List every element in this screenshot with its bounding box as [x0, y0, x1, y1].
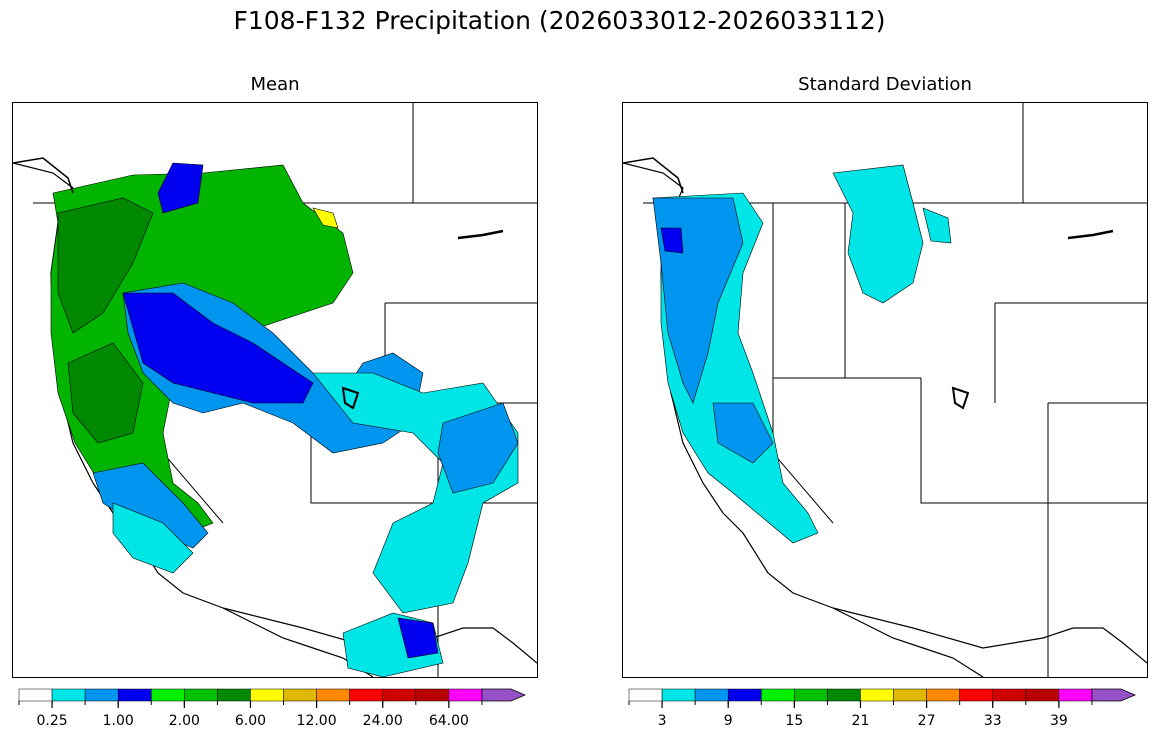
puget-sound	[13, 157, 74, 194]
colorbar-swatch	[283, 688, 317, 702]
stddev-colorbar: 3 9 15 21 27 33 39	[628, 688, 1137, 729]
mean-map	[12, 102, 538, 678]
colorbar-swatch	[250, 688, 284, 702]
colorbar-swatch	[448, 688, 483, 702]
colorbar-swatch	[1025, 688, 1060, 702]
stddev-map	[622, 102, 1148, 678]
deep-blue-core	[122, 292, 314, 404]
colorbar-swatch	[694, 688, 729, 702]
socal-cyan-region	[112, 502, 194, 574]
stddev-panel-title: Standard Deviation	[798, 74, 972, 95]
mexico-border	[832, 607, 1147, 664]
mean-colorbar-swatches	[18, 688, 527, 702]
colorbar-swatch	[117, 688, 152, 702]
colorbar-swatch	[349, 688, 383, 702]
colorbar-swatch	[727, 688, 762, 702]
sierra-blue-region	[92, 462, 209, 549]
colorbar-swatch	[827, 688, 861, 702]
northern-cyan-region	[832, 164, 924, 304]
stddev-colorbar-swatches	[628, 688, 1137, 702]
colorbar-swatch	[382, 688, 417, 702]
colorbar-swatch	[761, 688, 795, 702]
colorbar-tick-label: 9	[724, 713, 733, 729]
colorbar-swatch	[794, 688, 828, 702]
colorbar-swatch	[18, 688, 53, 702]
colorbar-swatch	[959, 688, 993, 702]
colorbar-tick-label: 21	[852, 713, 870, 729]
colorbar-tick-label: 1.00	[103, 713, 134, 729]
colorbar-tick-label: 0.25	[36, 713, 67, 729]
colorbar-tick-label: 3	[658, 713, 667, 729]
great-salt-lake	[341, 386, 360, 410]
colorbar-extend-arrow	[481, 688, 527, 702]
pnw-dark-green-region	[57, 197, 154, 334]
nm-blue-spot	[397, 617, 439, 659]
figure-title: F108-F132 Precipitation (2026033012-2026…	[233, 6, 886, 35]
colorbar-swatch	[217, 688, 251, 702]
colorado-blue-spots	[437, 402, 519, 494]
puget-sound	[623, 157, 684, 194]
idaho-cyan-spot	[922, 207, 952, 244]
ca-blue-spot	[712, 402, 774, 464]
puget-deep-blue	[660, 227, 684, 254]
colorbar-swatch	[316, 688, 350, 702]
mean-colorbar-ticks: 0.25 1.00 2.00 6.00 12.00 24.00 64.00	[18, 701, 483, 729]
colorbar-tick-label: 6.00	[235, 713, 266, 729]
mexico-border	[222, 607, 537, 664]
colorbar-tick-label: 39	[1050, 713, 1068, 729]
colorbar-swatch	[151, 688, 185, 702]
colorbar-tick-label: 33	[984, 713, 1002, 729]
stddev-colorbar-ticks: 3 9 15 21 27 33 39	[628, 701, 1093, 729]
hudson-bay-line	[457, 229, 504, 240]
hudson-bay-line	[1067, 229, 1114, 240]
colorbar-tick-label: 24.00	[363, 713, 403, 729]
ne-blue-spot	[157, 162, 204, 214]
mean-map-svg	[13, 103, 537, 677]
colorbar-tick-label: 27	[918, 713, 936, 729]
colorbar-swatch	[926, 688, 960, 702]
mean-panel-title: Mean	[250, 74, 300, 95]
colorbar-swatch	[992, 688, 1027, 702]
colorbar-swatch	[628, 688, 663, 702]
colorbar-tick-label: 15	[785, 713, 803, 729]
pnw-dark-green-region-2	[67, 342, 144, 444]
colorbar-swatch	[415, 688, 450, 702]
mean-colorbar: 0.25 1.00 2.00 6.00 12.00 24.00 64.00	[18, 688, 527, 729]
colorbar-swatch	[51, 688, 86, 702]
great-salt-lake	[951, 386, 970, 410]
colorbar-tick-label: 64.00	[429, 713, 469, 729]
stddev-map-svg	[623, 103, 1147, 677]
colorbar-swatch	[1058, 688, 1093, 702]
colorbar-swatch	[893, 688, 927, 702]
colorbar-extend-arrow	[1091, 688, 1137, 702]
colorbar-tick-label: 12.00	[297, 713, 337, 729]
colorbar-swatch	[184, 688, 218, 702]
colorbar-swatch	[860, 688, 894, 702]
yellow-spot	[312, 207, 339, 229]
colorbar-swatch	[84, 688, 119, 702]
colorbar-swatch	[661, 688, 696, 702]
colorbar-tick-label: 2.00	[169, 713, 200, 729]
